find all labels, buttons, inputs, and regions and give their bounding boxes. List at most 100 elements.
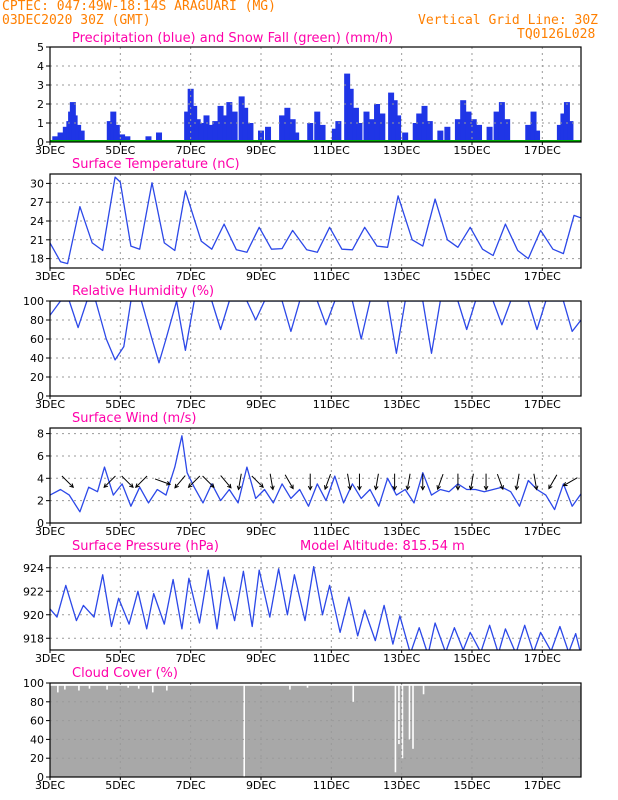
precip-bar	[289, 119, 296, 142]
precip-bar	[124, 136, 131, 142]
wind-frame	[49, 427, 582, 524]
temp-ytick-label: 18	[30, 253, 44, 266]
wind-arrow	[373, 473, 379, 491]
temp-xtick-label: 13DEC	[383, 270, 420, 283]
cloud-area	[50, 685, 581, 777]
wind-arrow	[236, 473, 242, 491]
temp-ytick-label: 21	[30, 234, 44, 247]
precip-bar	[319, 124, 326, 142]
cloud-dip	[422, 683, 425, 695]
precip-bar	[504, 119, 511, 142]
precip-bar	[347, 88, 354, 142]
precip-ytick-label: 0	[37, 136, 44, 149]
precip-bar	[52, 136, 59, 142]
precip-bar	[257, 130, 264, 142]
precip-bar	[293, 132, 300, 142]
pressure-xtick-label: 11DEC	[313, 652, 350, 665]
wind-arrow	[436, 473, 444, 491]
cloud-dip	[78, 683, 80, 691]
temp-xtick-label: 17DEC	[524, 270, 561, 283]
pressure-frame	[49, 555, 582, 651]
precip-bar	[556, 124, 563, 142]
precip-xtick-label: 9DEC	[246, 144, 276, 157]
precip-bar	[194, 119, 201, 142]
cloud-panel: Cloud Cover (%) 0 20 40 60 80 100 3DEC 5DEC 7DEC 9…	[23, 666, 582, 792]
pressure-panel: Surface Pressure (hPa) Model Altitude: 81…	[23, 539, 582, 665]
cloud-dip	[408, 683, 411, 740]
precip-ytick-label: 4	[37, 60, 44, 73]
precip-bar	[395, 115, 402, 142]
wind-xtick-label: 5DEC	[105, 525, 135, 538]
precip-bar	[71, 115, 78, 142]
precip-bar	[78, 130, 85, 142]
wind-ytick-label: 0	[37, 517, 44, 530]
header-date: 03DEC2020 30Z (GMT)	[2, 13, 151, 28]
wind-arrow	[284, 474, 294, 490]
precip-bar	[352, 107, 359, 142]
rh-line	[50, 301, 581, 364]
wind-ytick-label: 4	[37, 472, 44, 485]
cloud-ytick-label: 20	[30, 752, 44, 765]
pressure-annotation: Model Altitude: 815.54 m	[300, 539, 465, 554]
cloud-xtick-label: 13DEC	[383, 779, 420, 792]
precip-bar	[106, 121, 113, 142]
precip-bar	[476, 124, 483, 142]
pressure-xtick-label: 13DEC	[383, 652, 420, 665]
rh-ytick-label: 20	[30, 371, 44, 384]
wind-arrow	[121, 475, 134, 489]
precip-bar	[198, 123, 205, 142]
precip-bar	[460, 100, 467, 142]
temp-xtick-label: 5DEC	[105, 270, 135, 283]
cloud-dip	[243, 683, 246, 777]
precip-xtick-label: 11DEC	[313, 144, 350, 157]
wind-xtick-label: 11DEC	[313, 525, 350, 538]
rh-xtick-label: 17DEC	[524, 398, 561, 411]
wind-xtick-label: 13DEC	[383, 525, 420, 538]
precip-bar	[344, 73, 351, 142]
temp-xtick-label: 7DEC	[176, 270, 206, 283]
precip-bar	[242, 107, 249, 142]
precip-bar	[363, 111, 370, 142]
wind-ytick-label: 6	[37, 450, 44, 463]
precip-bar	[402, 132, 409, 142]
wind-arrow	[187, 475, 201, 489]
cloud-dip	[306, 683, 309, 688]
cloud-title: Cloud Cover (%)	[72, 666, 178, 681]
cloud-ytick-label: 80	[30, 696, 44, 709]
precip-bar	[368, 119, 375, 142]
rh-title: Relative Humidity (%)	[72, 284, 214, 299]
precip-bar	[184, 111, 191, 142]
wind-xtick-label: 7DEC	[176, 525, 206, 538]
cloud-xtick-label: 5DEC	[105, 779, 135, 792]
wind-arrow	[405, 473, 411, 491]
pressure-ytick-label: 918	[23, 632, 44, 645]
wind-arrow	[154, 478, 172, 486]
wind-arrow	[392, 473, 397, 491]
precip-bar	[331, 128, 338, 142]
temp-ytick-label: 27	[30, 196, 44, 209]
wind-arrow	[468, 473, 474, 491]
precip-bar	[314, 111, 321, 142]
precip-bar	[335, 121, 342, 142]
wind-panel: Surface Wind (m/s) 0 2 4 6 8 3DEC 5DEC 7DEC 9DEC 1…	[35, 411, 582, 538]
pressure-xtick-label: 3DEC	[35, 652, 65, 665]
pressure-plot-area	[50, 556, 581, 650]
wind-arrow	[455, 473, 461, 491]
cloud-dip	[106, 683, 108, 690]
wind-arrow	[135, 475, 148, 489]
cloud-dip	[64, 683, 66, 690]
wind-xtick-label: 9DEC	[246, 525, 276, 538]
wind-xtick-label: 3DEC	[35, 525, 65, 538]
rh-ytick-label: 0	[37, 390, 44, 403]
precip-bar	[75, 124, 82, 142]
precip-bar	[437, 130, 444, 142]
rh-xtick-label: 9DEC	[246, 398, 276, 411]
cloud-xtick-label: 15DEC	[453, 779, 490, 792]
temp-xtick-label: 11DEC	[313, 270, 350, 283]
cloud-ytick-label: 100	[23, 677, 44, 690]
cloud-dip	[166, 683, 168, 691]
precip-bar	[231, 111, 238, 142]
cloud-dip	[394, 683, 397, 773]
precip-frame	[49, 46, 582, 143]
wind-arrow	[514, 473, 520, 491]
